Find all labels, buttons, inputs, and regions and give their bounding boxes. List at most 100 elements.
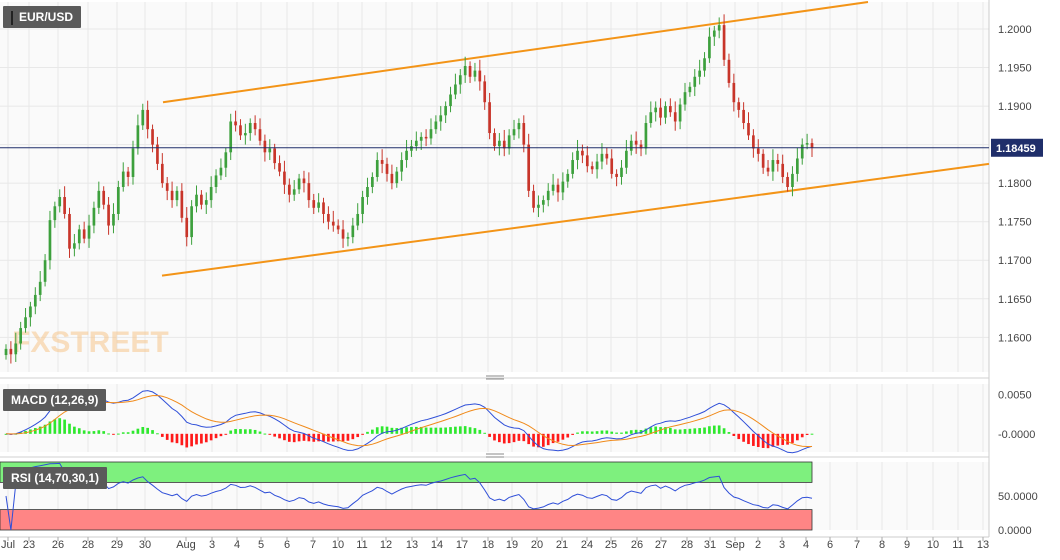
macd-bar: [649, 427, 653, 434]
macd-bar: [268, 433, 272, 435]
macd-tick-0: 0.0050: [998, 389, 1032, 401]
candle-body: [136, 125, 140, 149]
macd-bar: [688, 428, 692, 434]
candle-body: [58, 197, 62, 207]
macd-bar: [380, 426, 384, 434]
macd-bar: [253, 429, 257, 434]
x-tick-9: 5: [258, 539, 264, 551]
macd-bar: [336, 433, 340, 442]
candle-body: [395, 171, 399, 184]
x-tick-18: 18: [482, 539, 494, 551]
price-tick-7: 1.1650: [998, 294, 1032, 306]
macd-bar: [43, 424, 47, 434]
rsi-label[interactable]: RSI (14,70,30,1): [3, 467, 108, 489]
macd-bar: [522, 433, 526, 442]
candle-body: [121, 171, 125, 187]
candle-body: [571, 160, 574, 174]
macd-bar: [107, 433, 110, 435]
macd-bar: [48, 421, 52, 434]
candle-body: [77, 229, 81, 244]
candle-body: [195, 194, 198, 207]
candle-body: [190, 206, 193, 238]
macd-bar: [654, 426, 658, 434]
candle-body: [493, 133, 496, 147]
candle-body: [361, 197, 364, 214]
macd-bar: [800, 433, 804, 438]
candle-body: [737, 102, 741, 110]
macd-bar: [4, 433, 8, 435]
macd-bar: [581, 431, 584, 434]
macd-bar: [600, 430, 604, 434]
channel-upper-line: [162, 1, 869, 104]
macd-bar: [571, 433, 574, 435]
candle-body: [610, 158, 614, 174]
candle-body: [693, 76, 697, 87]
x-tick-37: 11: [952, 539, 963, 551]
candle-body: [605, 153, 609, 159]
macd-bar: [307, 433, 311, 442]
macd-bar: [698, 428, 701, 434]
candle-body: [390, 173, 394, 184]
macd-bar: [195, 433, 198, 445]
candle-body: [761, 153, 765, 168]
candle-body: [683, 92, 687, 105]
macd-bar: [502, 433, 506, 444]
candle-body: [63, 197, 66, 214]
macd-bar: [263, 433, 267, 435]
candle-body: [336, 225, 340, 230]
macd-bar: [38, 426, 42, 434]
macd-bar: [488, 433, 491, 437]
x-tick-2: 26: [52, 539, 64, 551]
candle-body: [791, 173, 794, 187]
candle-body: [742, 109, 745, 124]
candle-body: [165, 183, 169, 191]
macd-bar: [717, 425, 721, 434]
candle-body: [786, 176, 789, 187]
candle-body: [595, 161, 599, 170]
symbol-label[interactable]: EUR/USD: [3, 6, 82, 28]
last-price-badge: [991, 138, 1043, 157]
macd-bar: [585, 431, 589, 434]
macd-bar: [712, 425, 716, 434]
x-tick-15: 13: [406, 539, 418, 551]
price-tick-4: 1.1800: [998, 178, 1032, 190]
candle-body: [214, 175, 218, 187]
x-tick-35: 9: [904, 539, 910, 551]
macd-bar: [77, 428, 81, 434]
macd-bar: [160, 433, 164, 437]
rsi-tick-1: 0.0000: [998, 525, 1032, 537]
macd-bar: [527, 433, 531, 445]
macd-bar: [117, 433, 120, 435]
macd-bar: [791, 433, 794, 443]
macd-bar: [454, 426, 457, 434]
candle-body: [92, 207, 96, 226]
x-tick-26: 28: [681, 539, 693, 551]
macd-bar: [351, 433, 355, 440]
candle-body: [327, 213, 330, 222]
candle-body: [629, 140, 633, 151]
macd-bar: [400, 427, 404, 434]
candle-body: [800, 144, 804, 159]
macd-label[interactable]: MACD (12,26,9): [3, 389, 107, 411]
macd-bar: [610, 431, 614, 434]
candle-body: [566, 173, 570, 182]
macd-bar: [322, 433, 325, 442]
macd-bar: [786, 433, 789, 445]
candle-body: [722, 25, 726, 60]
candle-body: [727, 59, 731, 83]
macd-bar: [546, 433, 550, 446]
candle-body: [33, 294, 37, 307]
macd-bar: [136, 428, 140, 434]
candle-body: [224, 152, 228, 168]
x-tick-14: 12: [380, 539, 392, 551]
candle-body: [146, 109, 150, 130]
macd-bar: [234, 428, 237, 434]
macd-bar: [668, 427, 672, 434]
x-tick-10: 6: [284, 539, 290, 551]
x-tick-34: 8: [879, 539, 885, 551]
x-tick-3: 28: [82, 539, 94, 551]
candle-body: [498, 140, 501, 147]
candle-body: [756, 148, 760, 154]
macd-bar: [68, 423, 71, 434]
